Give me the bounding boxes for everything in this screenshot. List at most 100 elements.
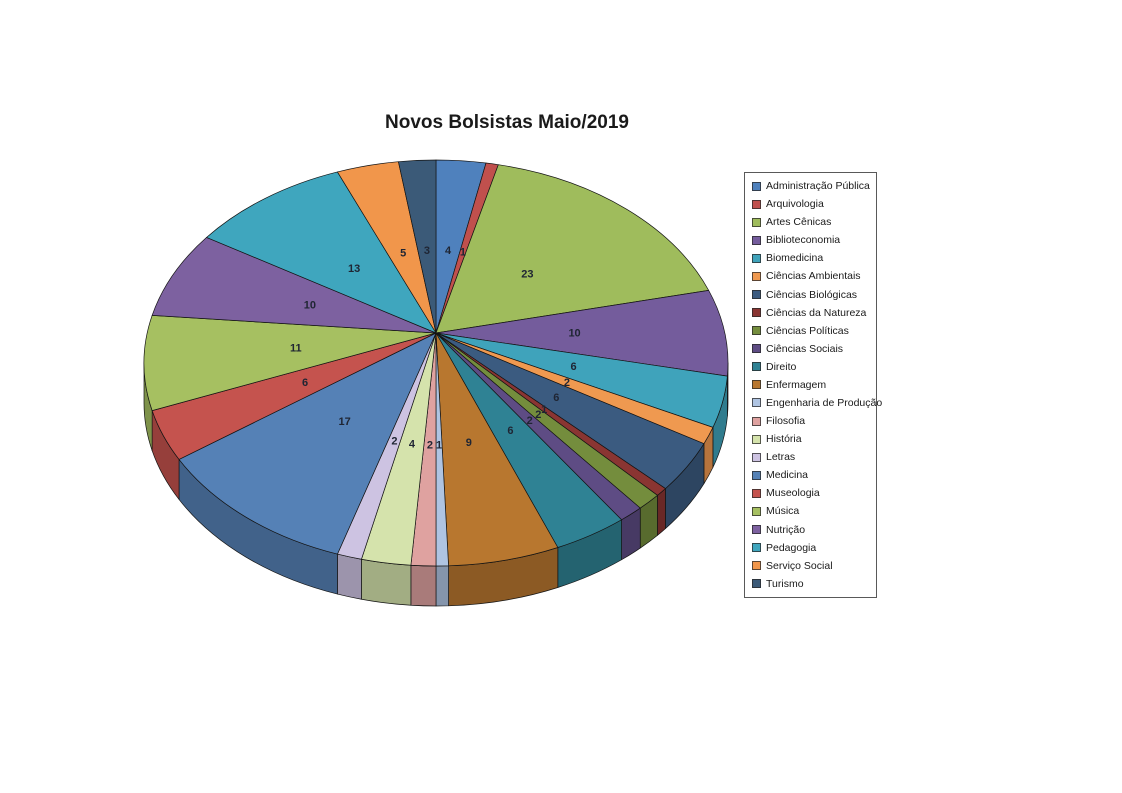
legend-swatch-letras (752, 452, 761, 462)
legend-swatch-ciencias-sociais (752, 344, 761, 354)
slice-value-label-biomedicina: 6 (570, 361, 576, 373)
pie-slice-artes-cenicas (435, 164, 710, 334)
legend-item-enfermagem: Enfermagem (745, 376, 876, 394)
legend-item-biomedicina: Biomedicina (745, 249, 876, 267)
slice-value-label-ciencias-ambientais: 2 (564, 377, 570, 389)
slice-value-label-direito: 6 (507, 425, 513, 437)
pie-slice-pedagogia (206, 171, 437, 334)
legend-item-servico-social: Serviço Social (745, 557, 876, 575)
pie-slice-side-historia (361, 558, 412, 606)
legend-swatch-arquivologia (752, 199, 761, 209)
legend-label-turismo: Turismo (766, 577, 804, 590)
legend-item-engenharia-de-producao: Engenharia de Produção (745, 394, 882, 412)
legend-swatch-administracao-publica (752, 181, 761, 191)
legend-label-musica: Música (766, 505, 800, 518)
legend-swatch-biomedicina (752, 253, 761, 263)
pie-slice-turismo (398, 159, 437, 334)
slice-value-label-arquivologia: 1 (460, 247, 466, 259)
legend-label-ciencias-sociais: Ciências Sociais (766, 342, 844, 355)
slice-value-label-ciencias-da-natureza: 1 (541, 404, 547, 416)
legend-swatch-historia (752, 434, 761, 444)
legend-swatch-turismo (752, 579, 761, 589)
pie-slice-nutricao (151, 237, 437, 334)
slice-value-label-medicina: 17 (339, 416, 351, 428)
slice-value-label-engenharia-de-producao: 1 (436, 440, 442, 452)
legend-swatch-ciencias-da-natureza (752, 308, 761, 318)
legend-swatch-ciencias-biologicas (752, 290, 761, 299)
legend-item-museologia: Museologia (745, 484, 876, 502)
legend-label-direito: Direito (766, 360, 797, 373)
legend-label-administracao-publica: Administração Pública (766, 180, 870, 193)
slice-value-label-letras: 2 (391, 435, 397, 447)
legend-item-ciencias-biologicas: Ciências Biológicas (745, 286, 876, 304)
legend-swatch-servico-social (752, 561, 761, 571)
legend-label-historia: História (766, 433, 802, 446)
pie-slice-side-letras (337, 553, 362, 600)
slice-value-label-ciencias-sociais: 2 (527, 415, 533, 427)
slice-value-label-biblioteconomia: 10 (568, 328, 580, 340)
slice-value-label-artes-cenicas: 23 (521, 268, 533, 280)
pie-slice-musica (143, 315, 437, 411)
legend-label-museologia: Museologia (766, 487, 820, 500)
legend-swatch-engenharia-de-producao (752, 398, 761, 408)
legend-item-historia: História (745, 430, 876, 448)
chart-legend: Administração Pública Arquivologia Artes C… (744, 172, 882, 598)
pie-slice-biblioteconomia (435, 290, 729, 377)
legend-label-pedagogia: Pedagogia (766, 541, 817, 554)
legend-item-ciencias-ambientais: Ciências Ambientais (745, 267, 876, 285)
legend-label-servico-social: Serviço Social (766, 559, 833, 572)
legend-swatch-artes-cenicas (752, 217, 761, 227)
slice-value-label-enfermagem: 9 (466, 437, 472, 449)
legend-swatch-nutricao (752, 525, 761, 535)
legend-swatch-medicina (752, 470, 761, 480)
slice-value-label-administracao-publica: 4 (445, 245, 452, 257)
legend-swatch-biblioteconomia (752, 235, 761, 245)
legend-item-musica: Música (745, 502, 876, 520)
slice-value-label-turismo: 3 (424, 245, 430, 257)
legend-item-ciencias-da-natureza: Ciências da Natureza (745, 304, 876, 322)
legend-label-ciencias-da-natureza: Ciências da Natureza (766, 306, 867, 319)
pie-slice-side-engenharia-de-producao (435, 565, 449, 607)
legend-swatch-ciencias-politicas (752, 326, 761, 336)
legend-swatch-museologia (752, 488, 761, 498)
slice-value-label-museologia: 6 (302, 377, 308, 389)
legend-item-letras: Letras (745, 448, 876, 466)
legend-item-arquivologia: Arquivologia (745, 195, 876, 213)
legend-item-nutricao: Nutrição (745, 521, 876, 539)
legend-item-ciencias-sociais: Ciências Sociais (745, 340, 876, 358)
legend-swatch-ciencias-ambientais (752, 271, 761, 281)
pie-slice-side-filosofia (410, 564, 437, 607)
legend-label-arquivologia: Arquivologia (766, 198, 824, 211)
legend-label-filosofia: Filosofia (766, 415, 806, 428)
chart-title: Novos Bolsistas Maio/2019 (385, 112, 629, 133)
legend-label-artes-cenicas: Artes Cênicas (766, 216, 832, 229)
legend-label-ciencias-ambientais: Ciências Ambientais (766, 270, 861, 283)
legend-item-ciencias-politicas: Ciências Políticas (745, 322, 876, 340)
legend-item-administracao-publica: Administração Pública (745, 177, 876, 195)
legend-label-medicina: Medicina (766, 469, 809, 482)
legend-item-direito: Direito (745, 358, 876, 376)
legend-label-enfermagem: Enfermagem (766, 378, 827, 391)
legend-item-artes-cenicas: Artes Cênicas (745, 213, 876, 231)
legend-swatch-filosofia (752, 416, 761, 426)
legend-label-biblioteconomia: Biblioteconomia (766, 234, 841, 247)
legend-swatch-pedagogia (752, 543, 761, 553)
legend-swatch-enfermagem (752, 380, 761, 390)
legend-label-letras: Letras (766, 451, 796, 464)
legend-swatch-musica (752, 506, 761, 516)
pie-slice-side-ciencias-da-natureza (657, 488, 666, 536)
legend-item-pedagogia: Pedagogia (745, 539, 876, 557)
slice-value-label-ciencias-biologicas: 6 (553, 392, 559, 404)
legend-label-biomedicina: Biomedicina (766, 252, 824, 265)
pie-slice-medicina (178, 332, 437, 555)
legend-label-ciencias-politicas: Ciências Políticas (766, 324, 849, 337)
slice-value-label-pedagogia: 13 (348, 263, 360, 275)
legend-item-medicina: Medicina (745, 466, 876, 484)
legend-label-ciencias-biologicas: Ciências Biológicas (766, 288, 858, 301)
slice-value-label-servico-social: 5 (400, 248, 406, 260)
slice-value-label-musica: 11 (290, 342, 302, 354)
legend-label-nutricao: Nutrição (766, 523, 806, 536)
legend-item-filosofia: Filosofia (745, 412, 876, 430)
